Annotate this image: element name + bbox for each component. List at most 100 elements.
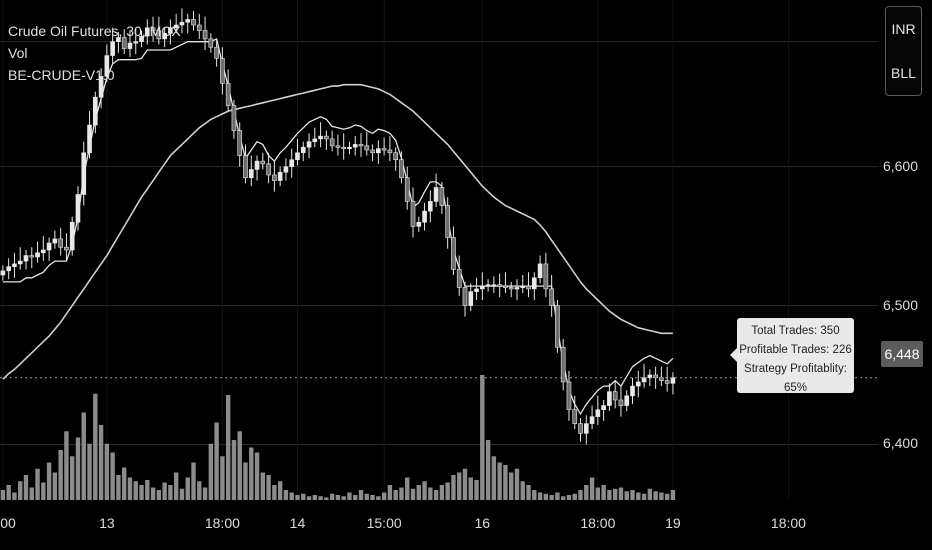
volume-bar [353,495,358,500]
volume-bar [52,472,58,500]
volume-bar [399,487,404,500]
candle-body [127,42,133,49]
volume-bar [589,477,595,500]
candle-body [266,163,271,176]
volume-bar [503,465,508,500]
volume-bar [647,488,653,500]
candle-body [480,285,485,290]
volume-indicator-label[interactable]: Vol [8,45,28,61]
candle-body [439,187,445,206]
volume-bar [179,488,185,500]
candle-body [543,263,549,290]
candle-body [243,155,248,179]
volume-bar [133,481,138,500]
volume-bar [601,485,606,500]
volume-bar [572,493,577,500]
time-tick-label: 00 [0,515,16,531]
volume-bar [341,496,346,500]
volume-bar [202,487,208,500]
volume-bar [277,481,283,500]
candle-body [612,391,618,401]
strategy-profitability: Strategy Profitablity: 65% [744,363,847,394]
volume-bar [127,477,133,500]
volume-bar [358,490,364,500]
candle-body [35,252,40,258]
volume-bar [566,495,572,500]
volume-bar [64,431,69,500]
volume-bar [509,472,514,500]
candle-body [92,96,98,126]
candle-body [670,377,676,384]
time-tick-label: 19 [665,515,681,531]
volume-bar [405,477,410,500]
strategy-indicator-label[interactable]: BE-CRUDE-V1.0 [8,67,115,83]
volume-bar [12,492,17,500]
candle-body [283,166,289,173]
candle-body [555,305,560,348]
moving-average-line [2,83,673,380]
volume-bar [474,480,479,500]
candle-body [69,221,75,251]
candle-body [352,144,358,148]
volume-bar [6,485,11,500]
unit-label[interactable]: BLL [891,65,916,81]
volume-bar [376,496,381,500]
volume-bar [318,496,323,500]
candle-body [630,385,635,397]
candle-body [150,27,156,31]
volume-bar [410,488,416,500]
volume-bar [607,490,612,500]
volume-bar [618,487,624,500]
candle-body [335,145,341,148]
currency-label[interactable]: INR [891,21,916,37]
volume-bar [439,485,445,500]
candle-body [404,177,410,202]
volume-bar [381,492,387,500]
candle-body [485,284,491,287]
candle-body [46,242,52,251]
volume-bar [555,492,560,500]
volume-bar [208,443,214,500]
volume-bar [225,395,231,500]
candle-body [364,145,370,151]
candle-body [329,138,335,147]
volume-bar [670,490,676,500]
total-trades: Total Trades: 350 [751,325,840,337]
volume-bar [272,485,277,500]
candle-body [508,287,514,290]
candle-body [185,19,191,23]
candle-body [497,284,502,287]
volume-bar [243,462,248,500]
volume-bar [595,487,601,500]
candle-body [549,288,554,306]
volume-bar [197,481,202,500]
volume-bar [329,493,335,500]
candle-body [376,148,381,154]
candle-body [220,58,225,84]
volume-bar [549,495,554,500]
candle-body [139,35,144,42]
volume-bars [0,375,676,500]
time-tick-label: 18:00 [580,515,616,531]
volume-bar [41,482,46,500]
time-tick-label: 14 [289,515,306,531]
volume-bar [462,468,468,500]
candle-body [647,374,653,379]
candle-body [75,194,81,223]
candle-body [58,238,63,248]
volume-bar [560,496,566,500]
candle-body [41,249,46,254]
volume-bar [612,488,618,500]
volume-bar [428,487,433,500]
currency-unit-box[interactable]: INR BLL [885,6,922,96]
symbol-title[interactable]: Crude Oil Futures, 30, MCX [8,23,181,39]
volume-bar [75,437,81,500]
volume-bar [110,452,115,500]
volume-bar [659,492,664,500]
volume-bar [93,393,98,500]
volume-bar [480,375,485,500]
candle-body [144,27,150,37]
volume-bar [237,431,242,500]
volume-bar [23,475,29,500]
